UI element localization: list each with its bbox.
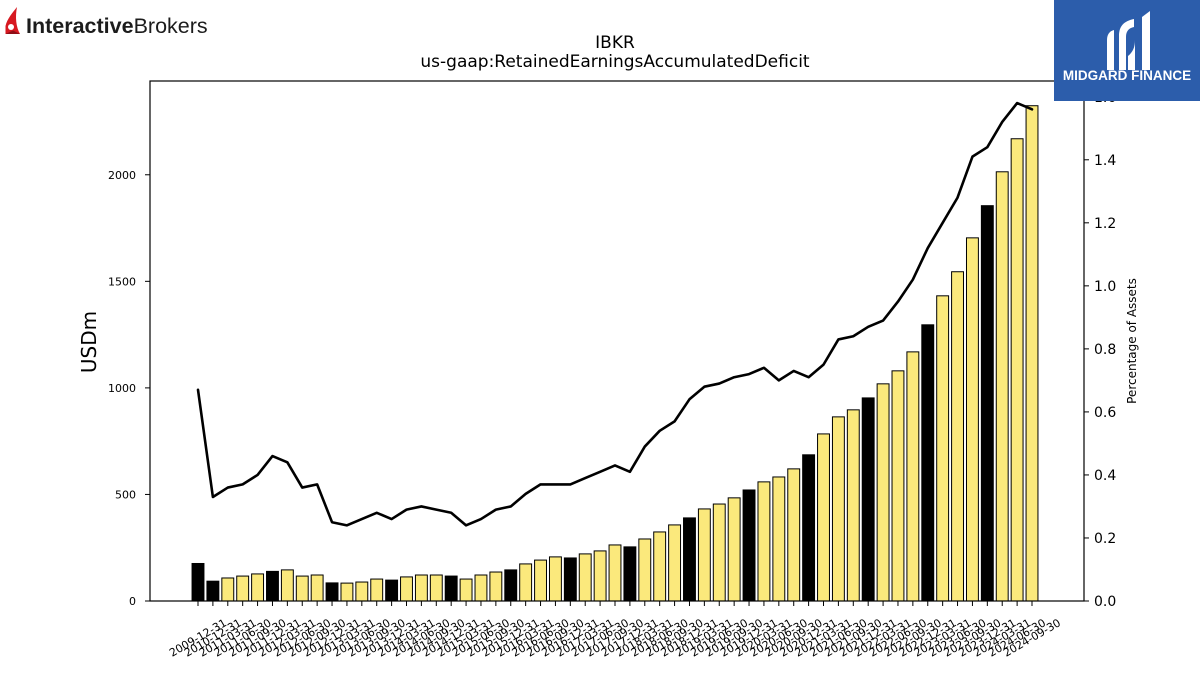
bar-2015-09-30: [489, 571, 503, 602]
bar-2019-12-31: [742, 489, 756, 602]
bar-2018-09-30: [668, 524, 682, 602]
y2-tick-label-1.4: 1.4: [1094, 153, 1116, 169]
y-axis-ticks: [145, 174, 150, 602]
chart-title: IBKR: [595, 33, 635, 53]
bar-2014-03-31: [400, 576, 413, 602]
y2-tick-label-1.0: 1.0: [1094, 279, 1116, 295]
bar-2024-09-30: [1025, 105, 1039, 602]
bar-2013-12-31: [385, 579, 399, 602]
bar-2015-06-30: [474, 574, 488, 602]
bar-2020-09-30: [787, 468, 801, 602]
y2-tick-label-0.2: 0.2: [1094, 531, 1116, 547]
y2-axis-tick-labels: 0.00.20.40.60.81.01.21.41.6: [1094, 90, 1116, 610]
bar-2019-09-30: [727, 497, 741, 602]
bar-2013-03-31: [340, 582, 354, 602]
y2-tick-label-1.2: 1.2: [1094, 216, 1116, 232]
bar-2014-09-30: [429, 574, 443, 602]
mg-icon-middle-fill: [1128, 40, 1135, 70]
bar-2020-12-31: [802, 454, 816, 602]
bar-2009-12-31: [191, 562, 205, 602]
bar-2014-06-30: [414, 574, 428, 602]
bar-2011-06-30: [236, 575, 250, 602]
bar-2017-06-30: [593, 550, 607, 602]
bar-2011-09-30: [251, 573, 265, 602]
bar-2015-03-31: [459, 578, 473, 602]
bar-series: [191, 105, 1039, 602]
mg-icon-middle-stroke: [1119, 19, 1134, 70]
y2-tick-label-0.4: 0.4: [1094, 468, 1116, 484]
bar-2019-06-30: [712, 503, 726, 602]
bar-2014-12-31: [444, 575, 458, 602]
wordmark-regular: Brokers: [133, 14, 208, 38]
bar-2013-09-30: [370, 578, 384, 602]
midgard-finance-logo: MIDGARD FINANCE: [1054, 0, 1200, 101]
ib-icon-sail: [5, 7, 20, 34]
y2-axis-label: Percentage of Assets: [1125, 278, 1139, 404]
bar-2023-12-31: [980, 205, 994, 602]
y2-axis-ticks: [1084, 96, 1089, 602]
y2-tick-label-0.8: 0.8: [1094, 342, 1116, 358]
mg-icon-left-bar: [1107, 30, 1114, 70]
bar-2018-12-31: [683, 517, 696, 602]
bar-2024-06-30: [1010, 138, 1024, 602]
midgard-finance-wordmark: MIDGARD FINANCE: [1062, 68, 1192, 83]
interactive-brokers-icon: [5, 7, 20, 34]
bar-2023-09-30: [965, 237, 979, 602]
bar-2020-03-31: [757, 481, 771, 602]
bar-2021-06-30: [831, 416, 845, 602]
bar-2016-06-30: [534, 559, 547, 602]
bar-2012-12-31: [325, 582, 339, 602]
bar-2013-06-30: [355, 581, 369, 602]
bar-2019-03-31: [697, 508, 711, 602]
y2-tick-label-0.0: 0.0: [1094, 594, 1116, 610]
y2-tick-label-0.6: 0.6: [1094, 405, 1116, 421]
plot-frame: [149, 80, 1085, 602]
bar-2021-03-31: [817, 433, 830, 602]
bar-2016-09-30: [548, 556, 562, 602]
bar-2015-12-31: [504, 569, 518, 602]
bar-2020-06-30: [772, 476, 786, 602]
y-tick-label-0: 0: [129, 595, 136, 608]
bar-2023-03-31: [936, 295, 950, 602]
bar-2010-12-31: [206, 580, 220, 602]
bar-2011-03-31: [221, 577, 235, 602]
bar-2022-06-30: [891, 370, 905, 602]
y-tick-label-1500: 1500: [108, 275, 136, 288]
percentage-of-assets-line: [196, 101, 1034, 527]
bar-2017-09-30: [608, 544, 622, 602]
bar-2012-03-31: [280, 569, 294, 602]
bar-2011-12-31: [266, 570, 279, 602]
bar-2018-03-31: [638, 538, 652, 602]
bar-2017-03-31: [578, 553, 592, 602]
bar-2017-12-31: [623, 546, 637, 602]
bar-2024-03-31: [995, 171, 1009, 602]
y-axis-tick-labels: 0 500 1000 1500 2000: [108, 169, 136, 608]
x-axis-tick-labels: 2009-12-312010-12-312011-03-312011-06-30…: [167, 616, 1063, 659]
bar-2022-12-31: [921, 324, 935, 602]
ib-icon-dot: [8, 24, 14, 30]
bar-2018-06-30: [653, 531, 667, 602]
x-axis-ticks: [197, 601, 1033, 606]
interactive-brokers-wordmark: InteractiveBrokers: [26, 15, 208, 37]
bar-2023-06-30: [951, 271, 964, 602]
wordmark-bold: Interactive: [26, 14, 134, 38]
bar-2012-06-30: [295, 575, 309, 602]
bar-2022-09-30: [906, 351, 920, 602]
y-tick-label-2000: 2000: [108, 169, 136, 182]
chart-subtitle: us-gaap:RetainedEarningsAccumulatedDefic…: [420, 52, 810, 72]
bar-2021-12-31: [861, 397, 875, 602]
bar-2022-03-31: [876, 383, 890, 602]
y-tick-label-500: 500: [115, 488, 136, 501]
midgard-finance-icon: [1107, 11, 1150, 70]
bar-2016-03-31: [519, 563, 533, 602]
y-axis-label: USDm: [77, 311, 101, 373]
bar-2012-09-30: [310, 574, 324, 602]
mg-icon-right-bar: [1142, 11, 1150, 70]
interactive-brokers-logo: InteractiveBrokers: [0, 0, 230, 44]
bar-2021-09-30: [846, 409, 860, 602]
y-tick-label-1000: 1000: [108, 382, 136, 395]
ib-icon-base: [5, 30, 20, 34]
bar-2016-12-31: [563, 557, 577, 602]
